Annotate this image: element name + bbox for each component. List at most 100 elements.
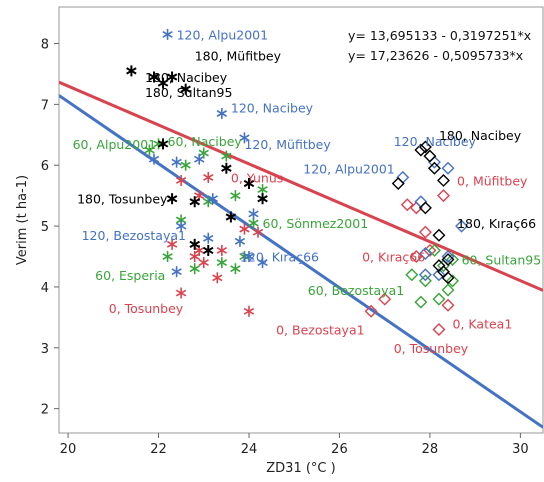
star-marker-0 [216, 244, 228, 256]
y-axis-ticks: 2 3 4 5 6 7 8 [41, 38, 59, 418]
star-marker-180 [166, 71, 178, 83]
star-marker-180 [189, 196, 200, 208]
diamond-marker-180 [423, 149, 437, 163]
x-tick-label: 24 [241, 442, 258, 457]
star-marker-180 [166, 193, 178, 205]
point-label: 60, Nacibey [168, 134, 243, 149]
diamond-marker-0 [432, 323, 446, 337]
point-label: 120, Nacibey [394, 134, 477, 149]
equation-blue: y= 17,23626 - 0,5095733*x [348, 48, 523, 63]
star-marker-120 [148, 153, 160, 165]
star-marker-0 [212, 272, 223, 284]
star-marker-60 [221, 150, 232, 162]
point-label: 60, Alpu2001 [73, 137, 157, 152]
star-marker-180 [225, 211, 237, 223]
star-marker-0 [166, 238, 178, 250]
point-label: 120, Müfitbey [244, 137, 331, 152]
point-label: 0, Kıraç66 [362, 250, 425, 265]
point-label: 180, Kıraç66 [457, 216, 536, 231]
y-axis-title: Verim (t ha-1) [15, 175, 30, 265]
diamond-marker-120 [441, 250, 455, 264]
diamond-marker-60 [427, 243, 441, 257]
star-marker-0 [252, 226, 264, 238]
star-marker-60 [216, 257, 228, 269]
fit-line-red [59, 80, 543, 292]
x-tick-label: 26 [331, 442, 348, 457]
star-marker-120 [171, 266, 182, 278]
point-label: 0, Müfitbey [457, 173, 528, 188]
star-marker-180 [157, 138, 169, 150]
star-marker-60 [162, 251, 173, 263]
star-marker-60 [230, 263, 241, 275]
x-axis-title: ZD31 (°C ) [266, 461, 335, 476]
star-marker-120 [234, 235, 246, 247]
star-marker-180 [157, 77, 169, 89]
diamond-marker-0 [441, 298, 455, 312]
diamond-marker-120 [432, 268, 446, 282]
star-marker-120 [239, 132, 250, 144]
point-label: 180, Nacibey [145, 70, 228, 85]
point-label: 120, Nacibey [231, 100, 314, 115]
star-marker-60 [180, 159, 191, 171]
star-marker-120 [248, 208, 259, 220]
diamond-marker-120 [418, 246, 432, 260]
plot-area [58, 6, 544, 434]
point-label: 60, Esperia [95, 268, 165, 283]
star-marker-180 [148, 71, 160, 83]
diamond-marker-180 [427, 161, 441, 175]
point-label: 0, Tosunbey [394, 341, 469, 356]
star-marker-180 [257, 193, 268, 205]
diamond-marker-0 [400, 198, 414, 212]
point-label: 60, Bezostaya1 [308, 283, 404, 298]
star-marker-60 [144, 144, 155, 156]
star-marker-120 [216, 108, 228, 119]
star-marker-120 [162, 28, 173, 40]
star-marker-180 [221, 162, 232, 174]
star-marker-120 [243, 251, 255, 263]
star-marker-60 [230, 190, 241, 202]
star-marker-0 [175, 287, 187, 299]
point-label: 180, Müfitbey [195, 49, 282, 64]
star-marker-180 [243, 177, 255, 189]
star-marker-60 [239, 251, 250, 263]
star-marker-180 [180, 83, 191, 95]
star-marker-180 [203, 244, 214, 256]
point-annotations: 120, Alpu2001 180, Müfitbey 180, Nacibey 18… [73, 27, 542, 355]
fit-lines [59, 80, 543, 429]
point-label: 180, Nacibey [439, 128, 522, 143]
diamond-marker-180 [436, 173, 450, 187]
point-label: 0, Yunus [231, 170, 283, 185]
x-tick-label: 20 [60, 442, 77, 457]
diamond-marker-0 [364, 304, 378, 318]
star-marker-120 [175, 220, 187, 232]
diamond-marker-180 [418, 140, 432, 154]
y-tick-label: 2 [41, 403, 49, 418]
y-tick-label: 8 [41, 38, 49, 53]
x-tick-label: 22 [150, 442, 167, 457]
star-marker-180 [126, 65, 137, 77]
y-tick-label: 5 [41, 220, 49, 235]
diamond-marker-60 [418, 274, 432, 288]
star-marker-0 [203, 171, 214, 183]
diamond-marker-0 [418, 225, 432, 239]
diamond-marker-180 [414, 143, 428, 157]
diamond-marker-180 [432, 228, 446, 242]
diamond-marker-60 [446, 253, 460, 267]
diamond-marker-60 [432, 292, 446, 306]
y-tick-label: 3 [41, 342, 49, 357]
diamond-marker-180 [391, 176, 405, 190]
point-label: 120, Kıraç66 [240, 250, 319, 265]
x-tick-label: 30 [512, 442, 529, 457]
star-marker-0 [175, 174, 187, 186]
diamond-marker-60 [441, 283, 455, 297]
y-tick-label: 4 [41, 281, 49, 296]
point-label: 120, Alpu2001 [177, 27, 269, 42]
star-marker-180 [189, 238, 200, 250]
point-label: 120, Bezostaya1 [82, 228, 186, 243]
diamond-marker-0 [378, 292, 392, 306]
point-label: 180, Tosunbey [77, 192, 168, 207]
star-marker-120 [207, 193, 218, 205]
point-label: 60, Sönmez2001 [263, 216, 369, 231]
point-label: 60, Sultan95 [462, 253, 542, 268]
